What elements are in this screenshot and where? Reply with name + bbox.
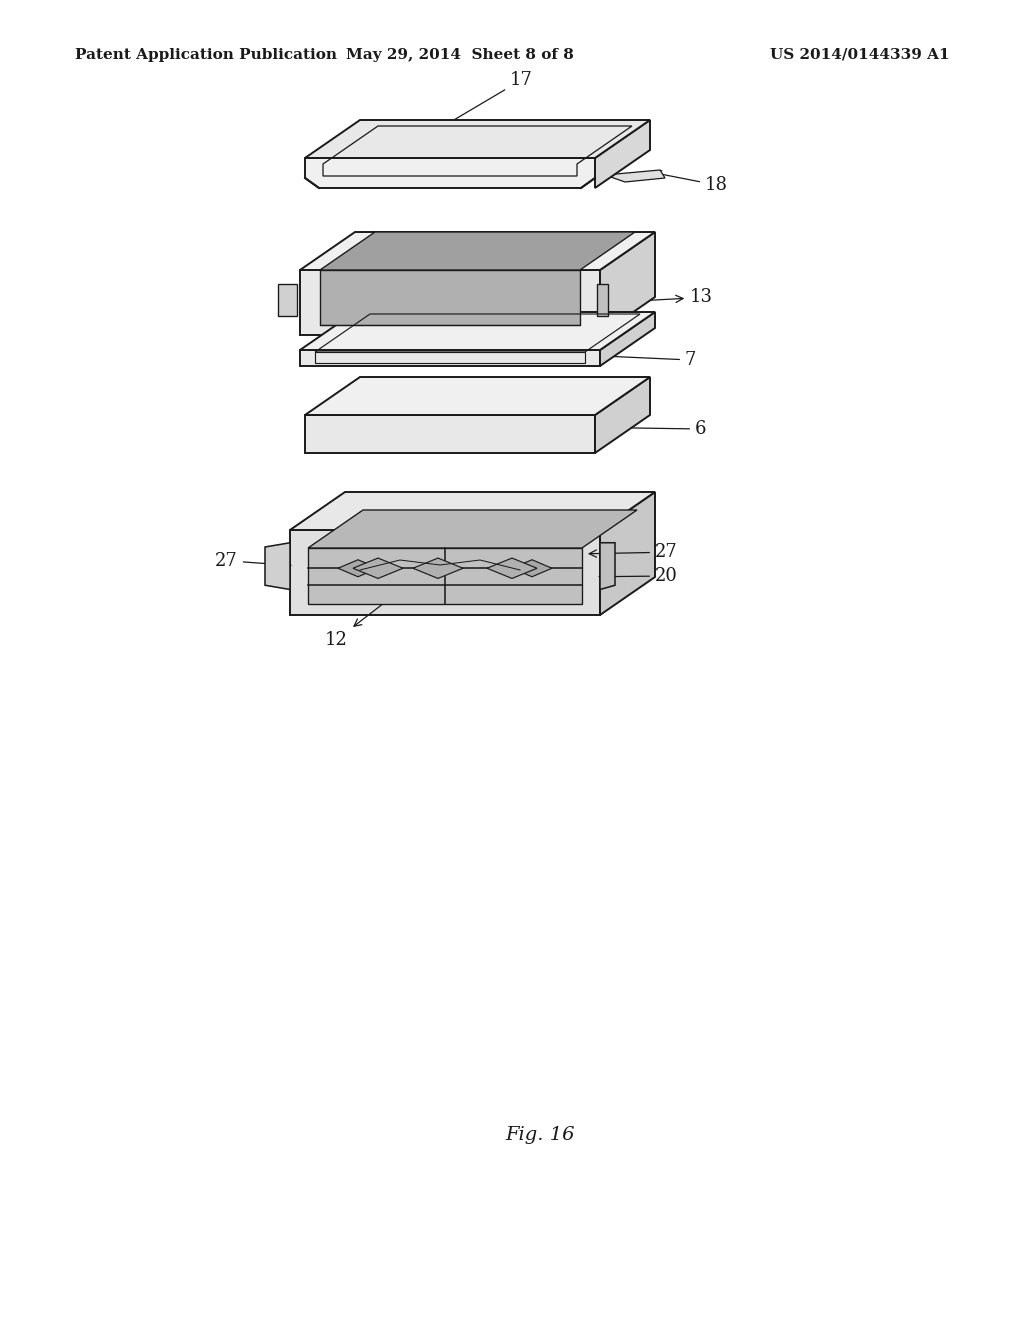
Text: Patent Application Publication: Patent Application Publication [75,48,337,62]
Polygon shape [300,232,655,271]
Text: 27: 27 [215,552,291,570]
Polygon shape [597,284,608,315]
Polygon shape [605,170,665,182]
Polygon shape [308,510,637,548]
Text: 13: 13 [610,289,713,306]
Polygon shape [308,548,582,605]
Text: 6: 6 [615,420,707,438]
Polygon shape [300,350,600,366]
Polygon shape [413,558,463,578]
Polygon shape [487,558,537,578]
Text: 17: 17 [422,71,532,139]
Polygon shape [290,531,600,615]
Polygon shape [305,120,650,158]
Polygon shape [305,158,595,187]
Text: 18: 18 [654,170,728,194]
Polygon shape [600,492,655,615]
Polygon shape [300,312,655,350]
Text: 7: 7 [583,351,696,370]
Polygon shape [595,120,650,187]
Polygon shape [305,414,595,453]
Text: US 2014/0144339 A1: US 2014/0144339 A1 [770,48,950,62]
Text: 12: 12 [325,605,383,648]
Polygon shape [319,271,580,325]
Polygon shape [305,378,650,414]
Polygon shape [512,560,552,577]
Polygon shape [600,312,655,366]
Polygon shape [278,284,297,315]
Text: Fig. 16: Fig. 16 [505,1126,574,1144]
Polygon shape [595,378,650,453]
Polygon shape [319,232,635,271]
Text: 20: 20 [599,568,678,585]
Polygon shape [600,543,615,590]
Text: 27: 27 [589,544,678,561]
Polygon shape [290,492,655,531]
Text: May 29, 2014  Sheet 8 of 8: May 29, 2014 Sheet 8 of 8 [346,48,573,62]
Polygon shape [600,232,655,335]
Polygon shape [265,543,290,590]
Polygon shape [338,560,378,577]
Polygon shape [300,271,600,335]
Polygon shape [353,558,403,578]
